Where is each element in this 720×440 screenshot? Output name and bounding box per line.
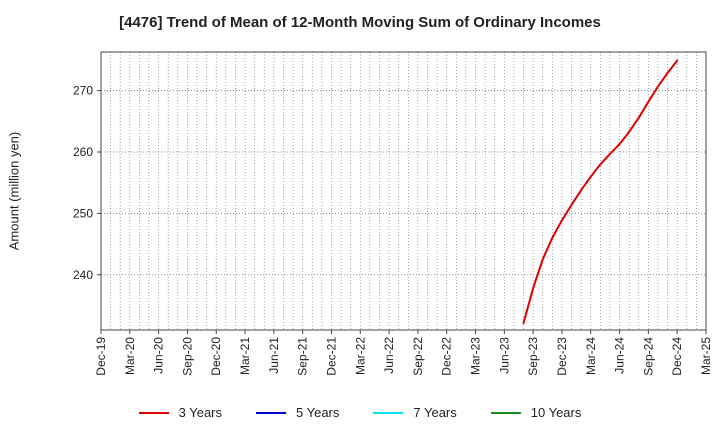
y-tick-label: 270 [73,84,93,98]
x-tick-label: Mar-23 [469,337,483,375]
legend-label: 7 Years [413,405,457,420]
legend-item: 7 Years [373,405,457,420]
x-tick-label: Dec-23 [555,337,569,376]
legend-swatch [256,411,286,414]
x-tick-label: Sep-23 [526,337,540,376]
legend-label: 5 Years [296,405,340,420]
plot-frame [100,51,707,331]
x-tick-label: Jun-22 [382,337,396,374]
legend-item: 10 Years [490,405,582,420]
x-tick-label: Jun-21 [267,337,281,374]
y-tick-label: 250 [73,206,93,220]
legend-item: 3 Years [138,405,222,420]
x-tick-label: Dec-19 [94,337,108,376]
legend-label: 3 Years [178,405,222,420]
x-tick-label: Mar-22 [353,337,367,375]
x-tick-label: Dec-20 [209,337,223,376]
chart-title: [4476] Trend of Mean of 12-Month Moving … [119,14,601,31]
legend-swatch [373,411,404,414]
legend-swatch [490,411,521,414]
x-tick-label: Mar-25 [699,337,713,375]
x-tick-label: Sep-24 [641,337,655,376]
y-tick-label: 240 [73,268,93,282]
legend-label: 10 Years [530,405,582,420]
x-tick-label: Dec-22 [440,337,454,376]
x-tick-label: Sep-22 [411,337,425,376]
series-line-3-years [522,59,679,325]
legend: 3 Years 5 Years 7 Years 10 Years [0,405,720,420]
x-tick-label: Dec-24 [670,337,684,376]
x-tick-label: Mar-24 [584,337,598,375]
x-tick-label: Mar-20 [123,337,137,375]
legend-swatch [138,411,169,414]
x-tick-label: Mar-21 [238,337,252,375]
y-tick-label: 260 [73,145,93,159]
legend-item: 5 Years [256,405,339,420]
x-tick-label: Dec-21 [324,337,338,376]
x-tick-label: Jun-24 [613,337,627,374]
x-tick-label: Jun-23 [497,337,511,374]
x-tick-label: Sep-20 [180,337,194,376]
x-tick-label: Jun-20 [152,337,166,374]
x-tick-label: Sep-21 [296,337,310,376]
